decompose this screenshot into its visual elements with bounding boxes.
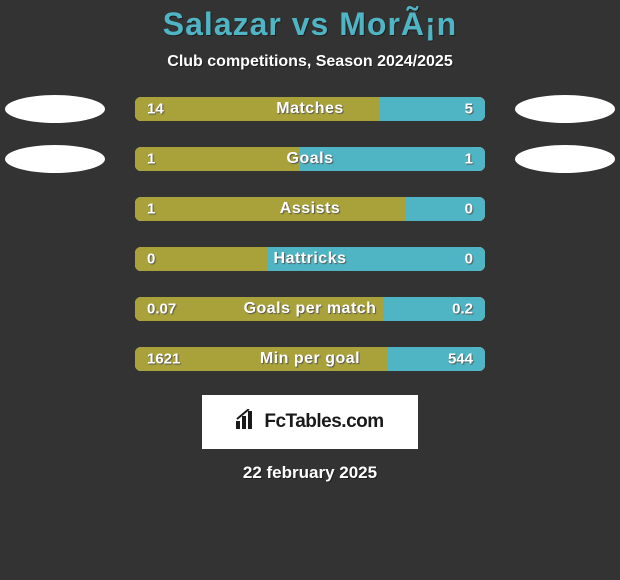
avatar-spacer bbox=[5, 295, 105, 323]
stat-value-right: 544 bbox=[448, 351, 473, 368]
stat-bar: 1 0 Assists bbox=[135, 197, 485, 221]
stat-rows: 14 5 Matches 1 1 Goals 1 0 Assists 0 0 Hattricks 0.0… bbox=[0, 95, 620, 373]
chart-icon bbox=[236, 409, 258, 435]
player1-avatar bbox=[5, 95, 105, 123]
stat-value-right: 0 bbox=[465, 251, 473, 268]
stat-label: Goals bbox=[287, 150, 334, 168]
avatar-spacer bbox=[5, 345, 105, 373]
stat-label: Hattricks bbox=[274, 250, 347, 268]
avatar-spacer bbox=[515, 345, 615, 373]
avatar-spacer bbox=[515, 245, 615, 273]
stat-value-left: 1 bbox=[147, 201, 155, 218]
branding-box: FcTables.com bbox=[202, 395, 418, 449]
stat-row: 1 0 Assists bbox=[0, 195, 620, 223]
stat-value-right: 1 bbox=[465, 151, 473, 168]
stat-label: Matches bbox=[276, 100, 344, 118]
stat-row: 14 5 Matches bbox=[0, 95, 620, 123]
bar-segment-left bbox=[135, 147, 300, 171]
branding-inner: FcTables.com bbox=[236, 409, 383, 435]
vs-separator: vs bbox=[292, 6, 330, 42]
stat-bar: 1 1 Goals bbox=[135, 147, 485, 171]
stat-row: 0.07 0.2 Goals per match bbox=[0, 295, 620, 323]
stat-value-left: 1 bbox=[147, 151, 155, 168]
stat-bar: 1621 544 Min per goal bbox=[135, 347, 485, 371]
stat-bar: 0.07 0.2 Goals per match bbox=[135, 297, 485, 321]
player2-avatar bbox=[515, 145, 615, 173]
player2-name: MorÃ¡n bbox=[339, 6, 457, 42]
stat-value-right: 0.2 bbox=[452, 301, 473, 318]
stat-value-left: 0.07 bbox=[147, 301, 176, 318]
stat-row: 0 0 Hattricks bbox=[0, 245, 620, 273]
stat-label: Goals per match bbox=[244, 300, 377, 318]
stat-value-left: 14 bbox=[147, 101, 164, 118]
player2-avatar bbox=[515, 95, 615, 123]
player1-name: Salazar bbox=[163, 6, 282, 42]
player1-avatar bbox=[5, 145, 105, 173]
stat-label: Min per goal bbox=[260, 350, 360, 368]
comparison-card: Salazar vs MorÃ¡n Club competitions, Sea… bbox=[0, 0, 620, 483]
page-title: Salazar vs MorÃ¡n bbox=[0, 6, 620, 43]
bar-segment-left bbox=[135, 197, 405, 221]
avatar-spacer bbox=[515, 295, 615, 323]
stat-row: 1 1 Goals bbox=[0, 145, 620, 173]
stat-value-right: 5 bbox=[465, 101, 473, 118]
avatar-spacer bbox=[5, 245, 105, 273]
avatar-spacer bbox=[515, 195, 615, 223]
stat-bar: 14 5 Matches bbox=[135, 97, 485, 121]
subtitle: Club competitions, Season 2024/2025 bbox=[0, 53, 620, 71]
stat-label: Assists bbox=[280, 200, 340, 218]
stat-row: 1621 544 Min per goal bbox=[0, 345, 620, 373]
stat-value-right: 0 bbox=[465, 201, 473, 218]
branding-text: FcTables.com bbox=[264, 411, 383, 433]
stat-value-left: 0 bbox=[147, 251, 155, 268]
stat-value-left: 1621 bbox=[147, 351, 180, 368]
date-text: 22 february 2025 bbox=[0, 463, 620, 483]
avatar-spacer bbox=[5, 195, 105, 223]
stat-bar: 0 0 Hattricks bbox=[135, 247, 485, 271]
